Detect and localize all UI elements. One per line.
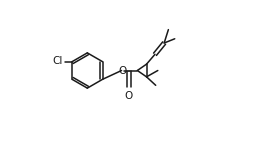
Text: O: O xyxy=(118,66,126,75)
Text: O: O xyxy=(124,91,133,101)
Text: Cl: Cl xyxy=(52,56,62,66)
